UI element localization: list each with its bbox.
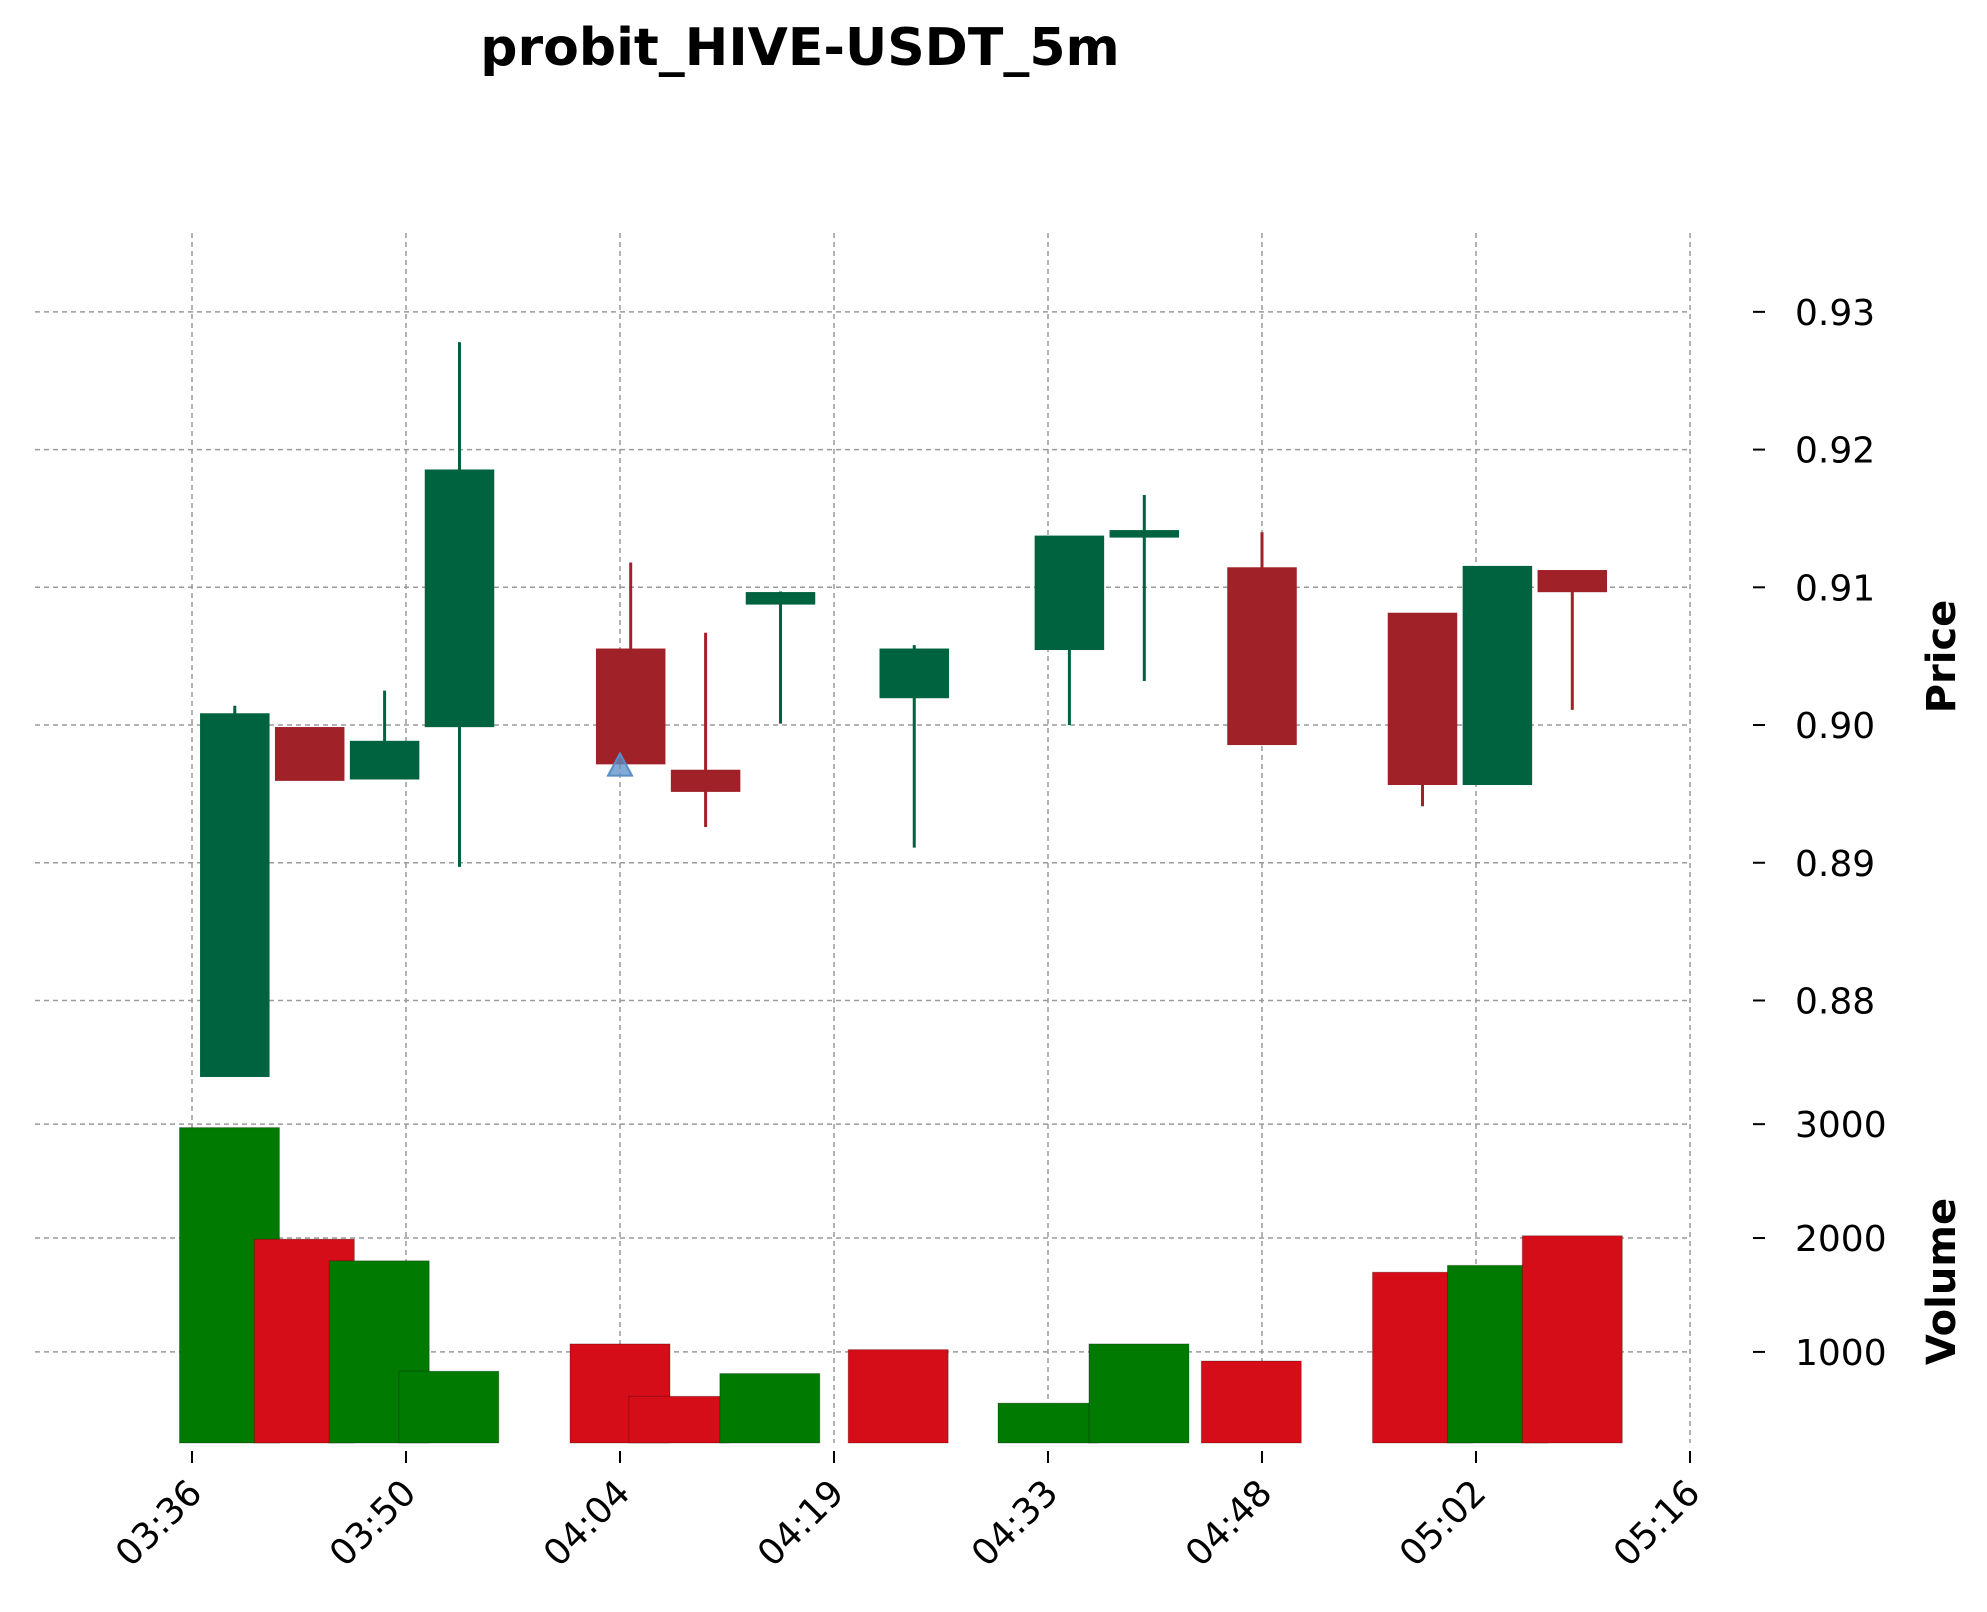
buy-marker	[606, 751, 634, 777]
price-tick-label: 0.90	[1795, 706, 1875, 747]
x-tick-label: 03:50	[322, 1472, 424, 1574]
price-tick-label: 0.92	[1795, 431, 1875, 472]
candle-body	[1462, 565, 1533, 786]
price-axis-title: Price	[1919, 600, 1965, 714]
candle-body	[745, 592, 816, 605]
x-tick-label: 05:16	[1606, 1472, 1708, 1574]
candle-body	[200, 713, 270, 1077]
volume-bars	[178, 1127, 1623, 1444]
candle-body	[1537, 570, 1608, 593]
candle-body	[349, 740, 420, 780]
volume-bar	[398, 1370, 500, 1444]
candle-body	[1034, 535, 1105, 651]
volume-bar	[997, 1402, 1099, 1444]
volume-bar	[1521, 1235, 1623, 1444]
candle-body	[274, 727, 345, 781]
x-tick-label: 04:48	[1178, 1472, 1280, 1574]
volume-tick-label: 1000	[1795, 1333, 1887, 1374]
candles	[200, 342, 1608, 1077]
candle-body	[879, 648, 949, 699]
candle-body	[1227, 567, 1297, 746]
candle-body	[1387, 612, 1458, 786]
x-tick-label: 04:19	[750, 1472, 852, 1574]
x-tick-label: 05:02	[1392, 1472, 1494, 1574]
x-tick-label: 03:36	[108, 1472, 210, 1574]
volume-bar	[719, 1373, 821, 1444]
price-tick-label: 0.89	[1795, 844, 1875, 885]
x-tick-label: 04:33	[964, 1472, 1066, 1574]
volume-bar	[1200, 1360, 1302, 1444]
volume-axis-title: Volume	[1919, 1198, 1965, 1365]
candle-body	[1109, 530, 1180, 538]
volume-bar	[628, 1395, 730, 1444]
volume-tick-label: 2000	[1795, 1219, 1887, 1260]
volume-bar	[847, 1349, 949, 1444]
volume-tick-label: 3000	[1795, 1105, 1887, 1146]
price-tick-label: 0.91	[1795, 568, 1875, 609]
chart-title: probit_HIVE-USDT_5m	[480, 18, 1120, 78]
markers	[606, 751, 634, 777]
x-tick-label: 04:04	[536, 1472, 638, 1574]
volume-bar	[1088, 1343, 1190, 1444]
price-tick-label: 0.93	[1795, 293, 1875, 334]
price-tick-label: 0.88	[1795, 981, 1875, 1022]
candle-body	[424, 469, 495, 728]
candle-body	[670, 769, 741, 792]
candle-body	[595, 648, 666, 765]
